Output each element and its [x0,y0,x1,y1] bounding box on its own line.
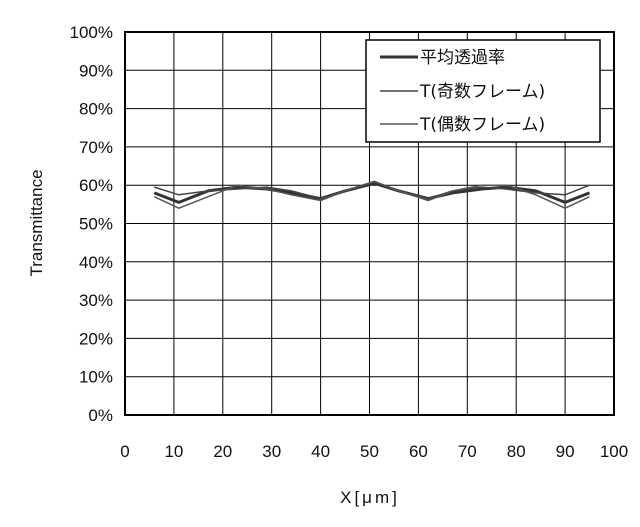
y-tick-label: 10% [79,368,113,387]
y-tick-label: 50% [79,215,113,234]
legend-label-3: T(偶数フレーム) [419,115,545,135]
y-tick-label: 20% [79,329,113,348]
y-tick-label: 80% [79,100,113,119]
y-tick-label: 30% [79,291,113,310]
legend-label-1: 平均透過率 [420,48,505,68]
y-axis-title: Transmittance [27,169,46,276]
y-tick-label: 0% [88,406,113,425]
x-tick-label: 40 [311,442,330,461]
y-tick-label: 100% [70,23,113,42]
y-tick-label: 70% [79,138,113,157]
x-tick-label: 50 [360,442,379,461]
x-tick-label: 80 [507,442,526,461]
y-tick-labels: 0% 10% 20% 30% 40% 50% 60% 70% 80% 90% 100% [70,23,113,425]
x-tick-label: 70 [458,442,477,461]
x-tick-label: 0 [120,442,129,461]
x-tick-label: 20 [213,442,232,461]
y-tick-label: 90% [79,61,113,80]
y-tick-label: 40% [79,253,113,272]
x-tick-labels: 0 10 20 30 40 50 60 70 80 90 100 [120,442,628,461]
y-tick-label: 60% [79,176,113,195]
x-tick-label: 30 [262,442,281,461]
x-tick-label: 60 [409,442,428,461]
x-tick-label: 10 [164,442,183,461]
legend-label-2: T(奇数フレーム) [419,82,545,102]
x-axis-title: X[μm] [340,488,400,507]
legend: 平均透過率 T(奇数フレーム) T(偶数フレーム) [366,40,600,142]
x-tick-label: 100 [600,442,628,461]
x-tick-label: 90 [556,442,575,461]
